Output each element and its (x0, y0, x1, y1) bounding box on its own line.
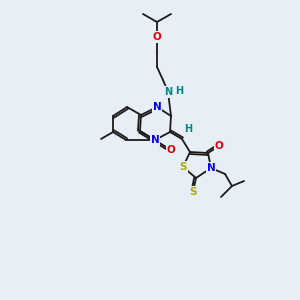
Text: S: S (179, 162, 187, 172)
Text: N: N (153, 102, 161, 112)
Text: N: N (207, 163, 215, 173)
Text: H: H (184, 124, 192, 134)
Text: N: N (151, 135, 159, 145)
Text: S: S (189, 187, 197, 197)
Text: O: O (214, 141, 224, 151)
Text: N: N (164, 87, 172, 97)
Text: O: O (153, 32, 161, 42)
Text: H: H (175, 86, 183, 96)
Text: O: O (167, 145, 176, 155)
